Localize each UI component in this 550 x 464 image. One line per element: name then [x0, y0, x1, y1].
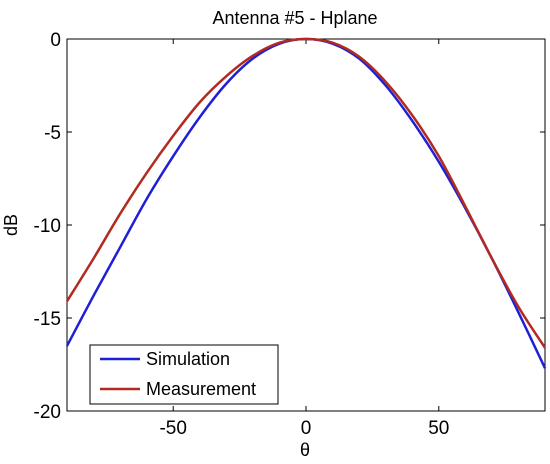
y-tick-label: 0 — [50, 30, 61, 51]
x-tick-label: 0 — [301, 418, 312, 439]
series-layer — [65, 37, 547, 369]
y-tick-label: -10 — [34, 216, 61, 237]
legend-box — [89, 344, 279, 405]
legend-label-measurement: Measurement — [146, 379, 256, 399]
x-axis-label: θ — [300, 440, 310, 460]
axis-ticks: -50 0 50 0 -5 -10 -15 -20 — [34, 30, 545, 439]
y-tick-label: -20 — [34, 402, 61, 423]
y-tick-label: -5 — [44, 123, 61, 144]
x-tick-label: -50 — [159, 418, 186, 439]
chart-title: Antenna #5 - Hplane — [212, 8, 377, 28]
y-axis-label: dB — [1, 214, 21, 236]
legend: Simulation Measurement — [89, 344, 279, 405]
series-line-measurement — [65, 37, 547, 349]
y-tick-label: -15 — [34, 309, 61, 330]
legend-label-simulation: Simulation — [146, 349, 230, 369]
x-tick-label: 50 — [428, 418, 449, 439]
